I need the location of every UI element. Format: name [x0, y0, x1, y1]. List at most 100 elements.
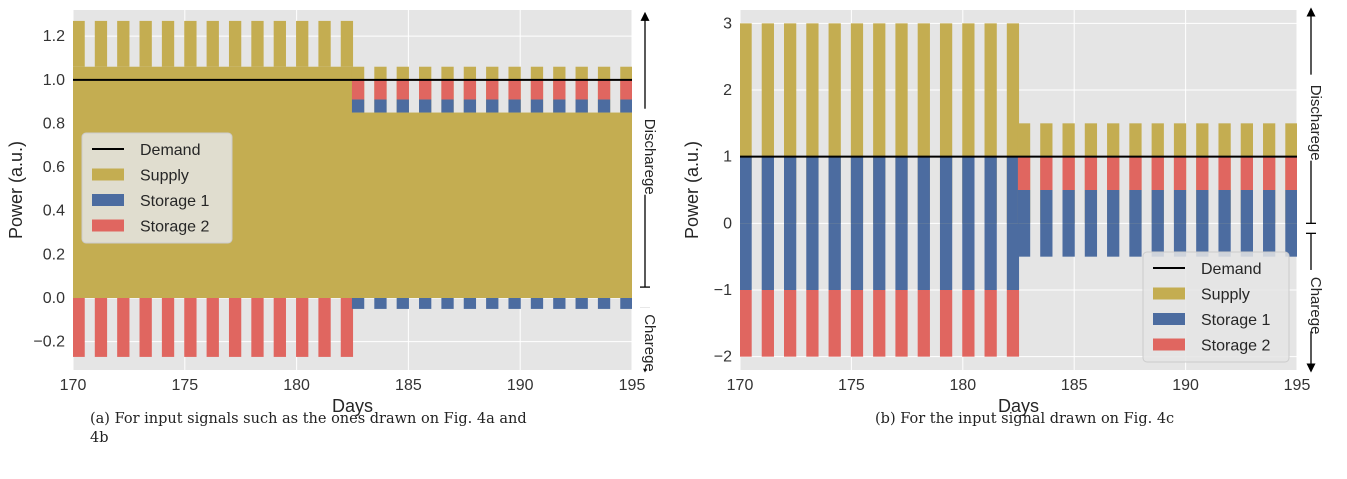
x-tick-label: 185	[1061, 377, 1088, 394]
panel-a-chart: 170 175 180 185 190 195 −0.2 0.0 0.2 0.4 0.6 0.8 1.0…	[6, 10, 658, 446]
storage1-bar	[784, 156, 797, 224]
storage2-bar	[1218, 156, 1231, 190]
legend-storage2-label: Storage 2	[140, 219, 209, 236]
storage1-bar	[1040, 223, 1053, 257]
discharge-label: Discharege	[1307, 85, 1324, 161]
y-tick-label: 0.6	[43, 159, 65, 176]
storage2-bar	[1006, 290, 1020, 357]
supply-bar	[318, 20, 331, 67]
storage1-bar	[1062, 190, 1075, 224]
storage2-bar	[161, 298, 175, 357]
storage2-bar	[597, 79, 611, 100]
storage2-bar	[117, 298, 130, 357]
storage1-bar	[575, 99, 588, 113]
storage1-bar	[784, 223, 797, 290]
storage1-bar	[873, 156, 886, 224]
side-label-bg	[1302, 74, 1320, 161]
storage2-bar	[139, 298, 152, 357]
storage1-bar	[1129, 223, 1142, 257]
storage1-bar	[351, 99, 365, 113]
x-tick-label: 175	[171, 377, 198, 394]
supply-bar	[161, 20, 175, 67]
storage1-bar	[939, 156, 953, 224]
supply-bar	[251, 20, 264, 67]
storage1-bar	[740, 156, 752, 224]
storage1-bar	[806, 156, 819, 224]
storage1-bar	[463, 298, 477, 309]
storage2-bar	[251, 298, 264, 357]
storage2-bar	[1240, 156, 1253, 190]
supply-bar	[94, 20, 108, 67]
storage2-bar	[1084, 156, 1098, 190]
storage1-bar	[441, 298, 454, 309]
side-label-bg	[636, 307, 654, 369]
storage1-bar	[1062, 223, 1075, 257]
storage1-bar	[895, 156, 908, 224]
storage1-bar	[597, 298, 611, 309]
storage1-bar	[806, 223, 819, 290]
storage2-bar	[340, 298, 354, 357]
storage1-bar	[1263, 190, 1276, 224]
storage1-bar	[620, 99, 632, 113]
y-axis-label: Power (a.u.)	[682, 141, 702, 239]
caption-line: 4b	[90, 430, 109, 446]
storage1-bar	[1040, 190, 1053, 224]
storage1-bar	[1151, 223, 1164, 257]
storage1-bar	[419, 298, 432, 309]
storage2-bar	[351, 79, 365, 100]
storage2-bar	[1173, 156, 1187, 190]
storage2-bar	[463, 79, 477, 100]
legend-storage1-swatch	[92, 194, 124, 206]
legend-storage2-swatch	[92, 219, 124, 232]
storage1-bar	[1084, 190, 1098, 224]
storage1-bar	[895, 223, 908, 290]
storage2-bar	[441, 79, 454, 100]
storage1-bar	[597, 99, 611, 113]
storage1-bar	[939, 223, 953, 290]
supply-bar	[340, 20, 354, 67]
side-label-bg	[636, 108, 654, 195]
storage1-bar	[1240, 223, 1253, 257]
storage1-bar	[1017, 223, 1031, 257]
storage1-bar	[873, 223, 886, 290]
storage1-bar	[508, 99, 521, 113]
storage1-bar	[419, 99, 432, 113]
supply-bar	[228, 20, 242, 67]
side-label-bg	[1302, 269, 1320, 332]
y-tick-label: 1.2	[43, 28, 65, 45]
y-tick-label: 2	[723, 82, 732, 99]
supply-bar	[740, 23, 752, 224]
x-tick-label: 170	[60, 377, 87, 394]
x-axis-label: Days	[998, 396, 1039, 416]
storage2-bar	[1017, 156, 1031, 190]
storage1-bar	[761, 223, 774, 290]
storage1-bar	[1129, 190, 1142, 224]
storage1-bar	[962, 156, 975, 224]
storage2-bar	[1107, 156, 1120, 190]
storage1-bar	[850, 223, 864, 290]
y-tick-label: −0.2	[33, 334, 65, 351]
y-tick-label: 0.0	[43, 290, 65, 307]
storage2-bar	[740, 290, 752, 357]
supply-bar	[296, 20, 309, 67]
storage1-bar	[1017, 190, 1031, 224]
storage1-bar	[1218, 223, 1231, 257]
y-tick-label: 0.4	[43, 203, 65, 220]
storage1-bar	[1240, 190, 1253, 224]
storage2-bar	[318, 298, 331, 357]
storage1-bar	[1196, 223, 1209, 257]
storage2-bar	[1040, 156, 1053, 190]
storage2-bar	[184, 298, 197, 357]
storage1-bar	[1107, 223, 1120, 257]
supply-bar	[273, 20, 286, 67]
storage2-bar	[206, 298, 219, 357]
storage2-bar	[530, 79, 544, 100]
storage1-bar	[486, 298, 499, 309]
storage1-bar	[1084, 223, 1098, 257]
storage2-bar	[94, 298, 108, 357]
storage2-bar	[296, 298, 309, 357]
legend-supply-label: Supply	[1201, 287, 1250, 304]
x-tick-label: 195	[1284, 377, 1311, 394]
storage2-bar	[273, 298, 286, 357]
storage2-bar	[553, 79, 566, 100]
